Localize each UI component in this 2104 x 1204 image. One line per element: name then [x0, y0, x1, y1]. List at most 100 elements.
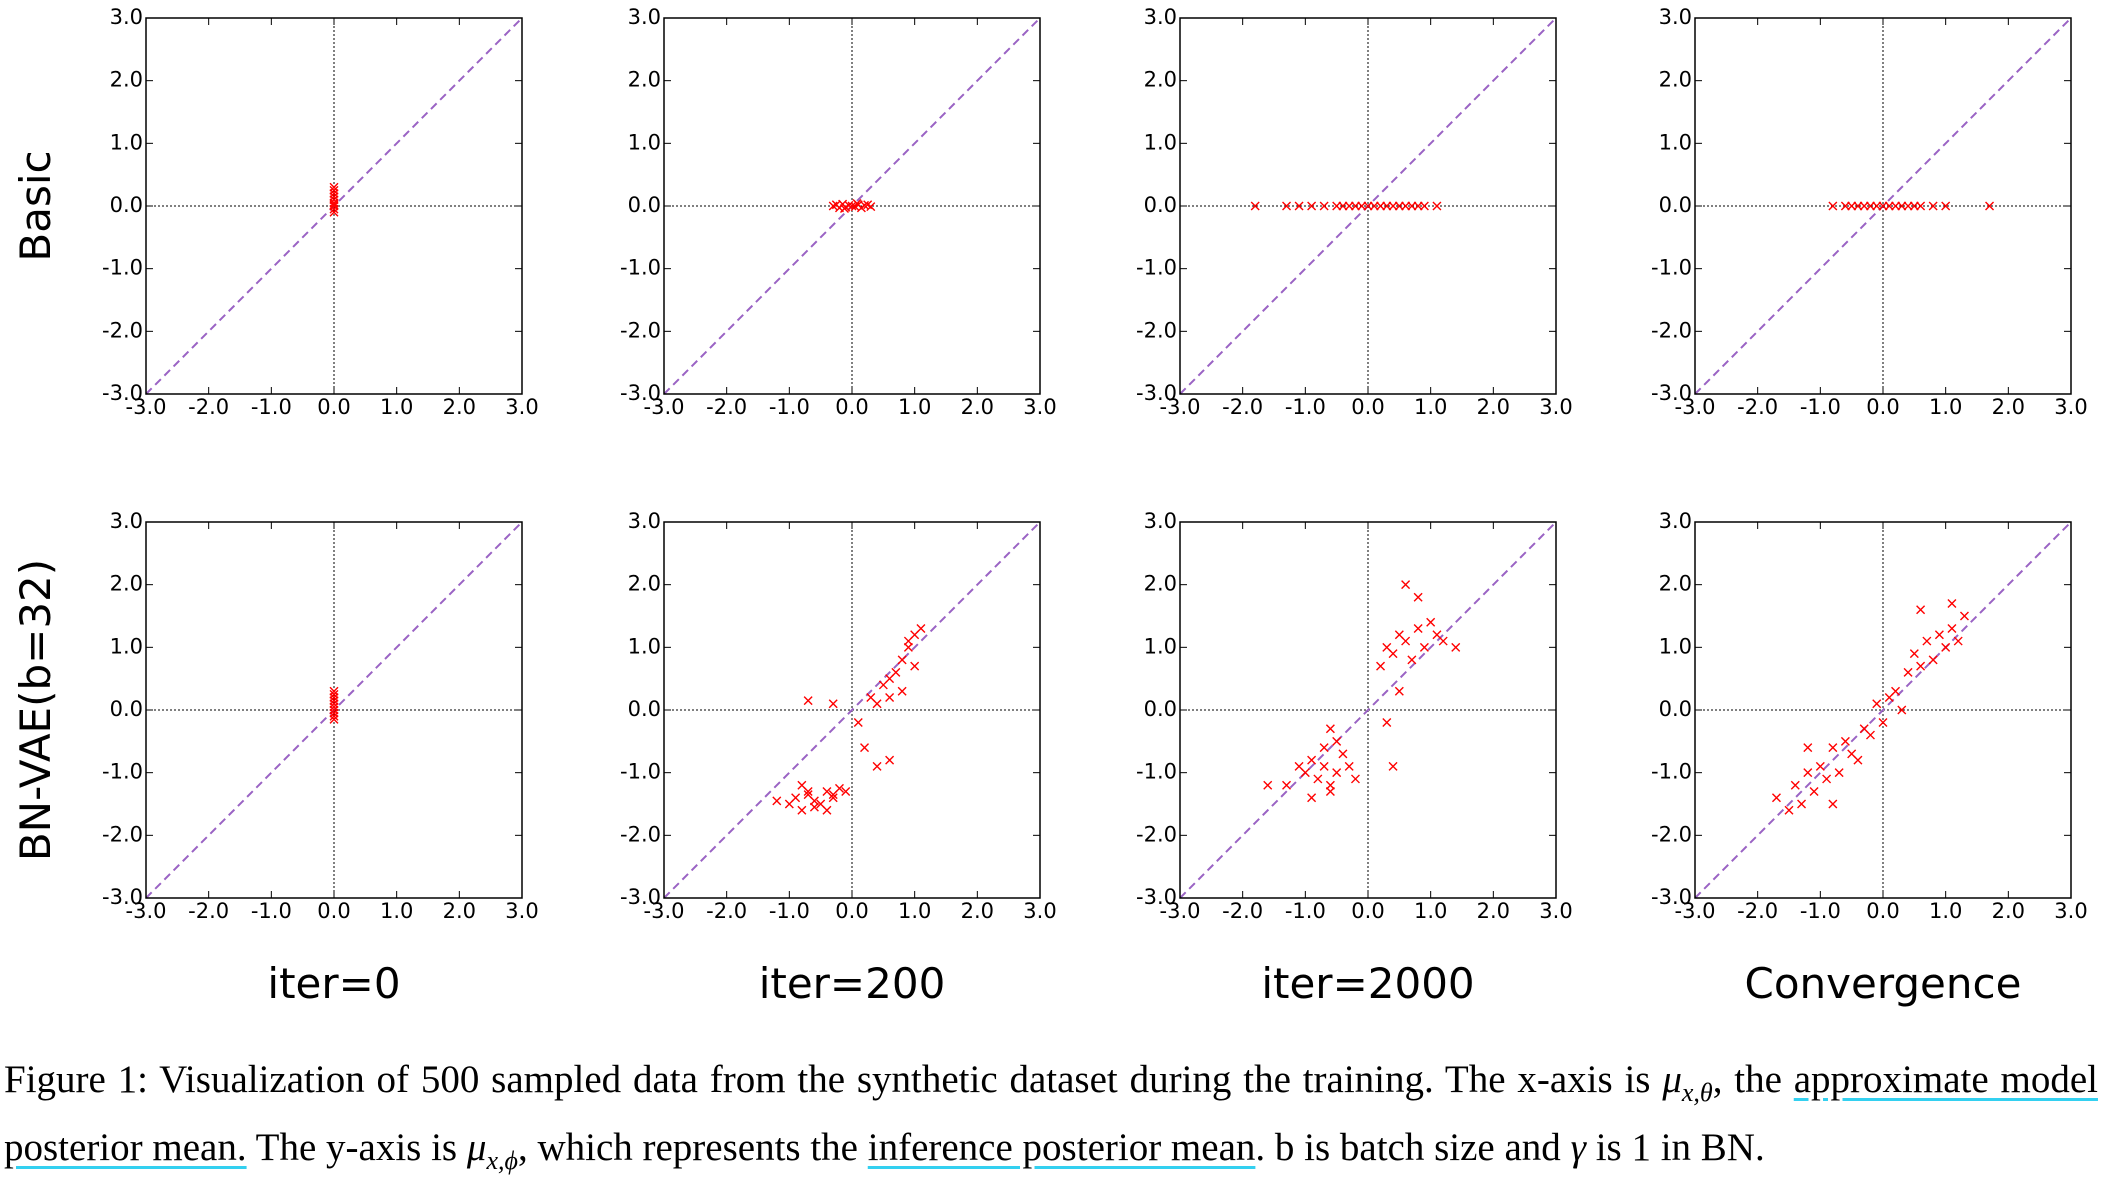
x-tick-label: -1.0 [769, 899, 810, 923]
x-tick-label: 2.0 [1477, 395, 1510, 419]
point [1803, 743, 1813, 753]
y-tick-label: 2.0 [110, 68, 143, 92]
point [772, 796, 782, 806]
panel [1694, 521, 2072, 899]
point [1388, 649, 1398, 659]
point [1401, 636, 1411, 646]
point [1419, 201, 1429, 211]
column-label: iter=200 [759, 959, 946, 1008]
panel [1179, 521, 1557, 899]
x-tick-label: 3.0 [1539, 899, 1572, 923]
x-tick-label: -3.0 [1675, 395, 1716, 419]
x-tick-label: 0.0 [835, 899, 868, 923]
x-tick-label: 2.0 [443, 899, 476, 923]
point [1959, 611, 1969, 621]
y-tick-label: -1.0 [102, 760, 143, 784]
diagonal [1179, 521, 1557, 899]
y-tick-label: 3.0 [1144, 5, 1177, 29]
point [329, 200, 339, 210]
point [885, 755, 895, 765]
y-tick-label: 0.0 [1144, 193, 1177, 217]
x-tick-label: -2.0 [706, 899, 747, 923]
point [1834, 768, 1844, 778]
x-tick-label: -3.0 [126, 899, 167, 923]
y-tick-label: -3.0 [620, 381, 661, 405]
caption-text: , which represents the [517, 1125, 868, 1169]
point [1250, 201, 1260, 211]
x-tick-label: 0.0 [1351, 395, 1384, 419]
point [822, 805, 832, 815]
y-tick-label: -2.0 [102, 318, 143, 342]
x-tick-label: -2.0 [188, 899, 229, 923]
point [1300, 768, 1310, 778]
y-tick-label: 3.0 [110, 509, 143, 533]
x-tick-label: 2.0 [1992, 395, 2025, 419]
point [1307, 201, 1317, 211]
point [1451, 642, 1461, 652]
point [1307, 793, 1317, 803]
row-label: BN-VAE(b=32) [11, 559, 60, 861]
x-tick-label: 0.0 [1866, 899, 1899, 923]
x-tick-label: 0.0 [835, 395, 868, 419]
y-tick-label: -1.0 [620, 256, 661, 280]
point [1853, 755, 1863, 765]
point [1797, 799, 1807, 809]
point [1941, 642, 1951, 652]
point [916, 624, 926, 634]
x-tick-label: 2.0 [1477, 899, 1510, 923]
y-tick-label: 2.0 [1659, 68, 1692, 92]
point [1941, 201, 1951, 211]
point [1790, 780, 1800, 790]
y-tick-label: 0.0 [628, 697, 661, 721]
x-tick-label: 2.0 [443, 395, 476, 419]
point [872, 761, 882, 771]
x-tick-label: 1.0 [1929, 395, 1962, 419]
point [1784, 805, 1794, 815]
y-tick-label: 0.0 [1659, 193, 1692, 217]
y-tick-label: 0.0 [1144, 697, 1177, 721]
column-label: iter=2000 [1261, 959, 1474, 1008]
y-tick-label: 0.0 [110, 193, 143, 217]
point [1294, 201, 1304, 211]
caption-text: Figure 1: Visualization of 500 sampled d… [4, 1058, 1663, 1101]
point [1332, 736, 1342, 746]
point [1413, 624, 1423, 634]
math-base: μ [466, 1125, 487, 1169]
point [797, 805, 807, 815]
x-tick-label: 0.0 [317, 899, 350, 923]
point [1413, 592, 1423, 602]
point [834, 783, 844, 793]
point [1325, 724, 1335, 734]
caption-text: is 1 in BN. [1585, 1125, 1765, 1169]
x-tick-label: -2.0 [188, 395, 229, 419]
y-tick-label: 1.0 [110, 634, 143, 658]
point [1865, 730, 1875, 740]
point [1438, 636, 1448, 646]
x-tick-label: -1.0 [1800, 395, 1841, 419]
point [1953, 636, 1963, 646]
math-sub: x,ϕ [486, 1145, 518, 1175]
y-tick-label: 2.0 [628, 572, 661, 596]
point [1313, 774, 1323, 784]
x-tick-label: -3.0 [644, 899, 685, 923]
x-tick-label: -1.0 [251, 899, 292, 923]
point [1916, 201, 1926, 211]
x-tick-label: 2.0 [1992, 899, 2025, 923]
point [791, 793, 801, 803]
figure: -3.0 -2.0 -1.0 0.0 1.0 2.0 3.0 -3.0 -2.0 -1.0 0.0 1… [11, 5, 2088, 1008]
point [1828, 201, 1838, 211]
point [1394, 686, 1404, 696]
point [852, 198, 862, 208]
y-tick-label: -3.0 [620, 885, 661, 909]
point [1909, 649, 1919, 659]
caption: Figure 1: Visualization of 500 sampled d… [4, 1052, 2098, 1188]
math: μx,ϕ [466, 1125, 518, 1175]
point [872, 699, 882, 709]
y-tick-label: -1.0 [620, 760, 661, 784]
y-tick-label: 1.0 [110, 130, 143, 154]
y-tick-label: -2.0 [1651, 318, 1692, 342]
y-tick-label: 2.0 [628, 68, 661, 92]
y-tick-label: 2.0 [110, 572, 143, 596]
point [1419, 642, 1429, 652]
y-tick-label: 2.0 [1659, 572, 1692, 596]
